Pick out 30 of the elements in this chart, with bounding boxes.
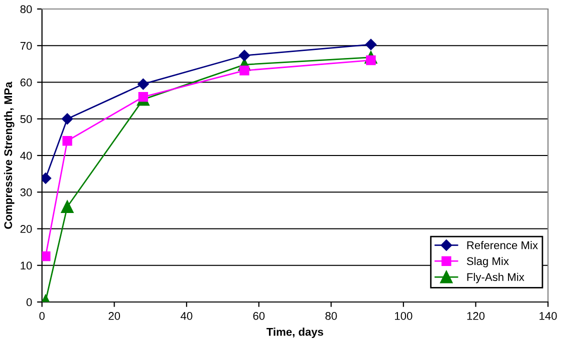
- point: [42, 251, 50, 262]
- point: [365, 38, 377, 50]
- x-tick-label: 40: [180, 312, 192, 320]
- legend-label: Reference Mix: [467, 241, 538, 250]
- y-tick-label: 50: [20, 115, 32, 124]
- y-axis-title: Compressive Strength, MPa: [4, 82, 14, 229]
- y-tick-label: 60: [20, 78, 32, 86]
- point: [138, 78, 149, 90]
- y-tick-label: 0: [26, 298, 32, 306]
- x-axis-title: Time, days: [266, 328, 324, 338]
- y-tick-label: 10: [20, 262, 32, 270]
- x-tick-label: 140: [540, 312, 557, 320]
- y-tick-label: 30: [20, 188, 32, 196]
- point: [62, 136, 72, 146]
- point: [61, 200, 74, 214]
- point: [62, 113, 73, 124]
- x-tick-label: 100: [395, 312, 412, 320]
- y-tick-label: 80: [20, 5, 32, 14]
- x-tick-label: 80: [325, 312, 337, 320]
- legend-label: Fly-Ash Mix: [467, 272, 524, 284]
- x-tick-label: 60: [253, 312, 265, 320]
- y-tick-label: 40: [20, 152, 32, 160]
- x-tick-label: 0: [39, 312, 45, 320]
- y-tick-label: 70: [20, 42, 32, 50]
- y-tick-label: 20: [20, 225, 32, 233]
- x-tick-label: 20: [108, 312, 120, 320]
- legend-label: Slag Mix: [466, 256, 509, 268]
- point: [138, 92, 148, 102]
- x-tick-label: 120: [467, 312, 485, 320]
- point: [238, 50, 250, 62]
